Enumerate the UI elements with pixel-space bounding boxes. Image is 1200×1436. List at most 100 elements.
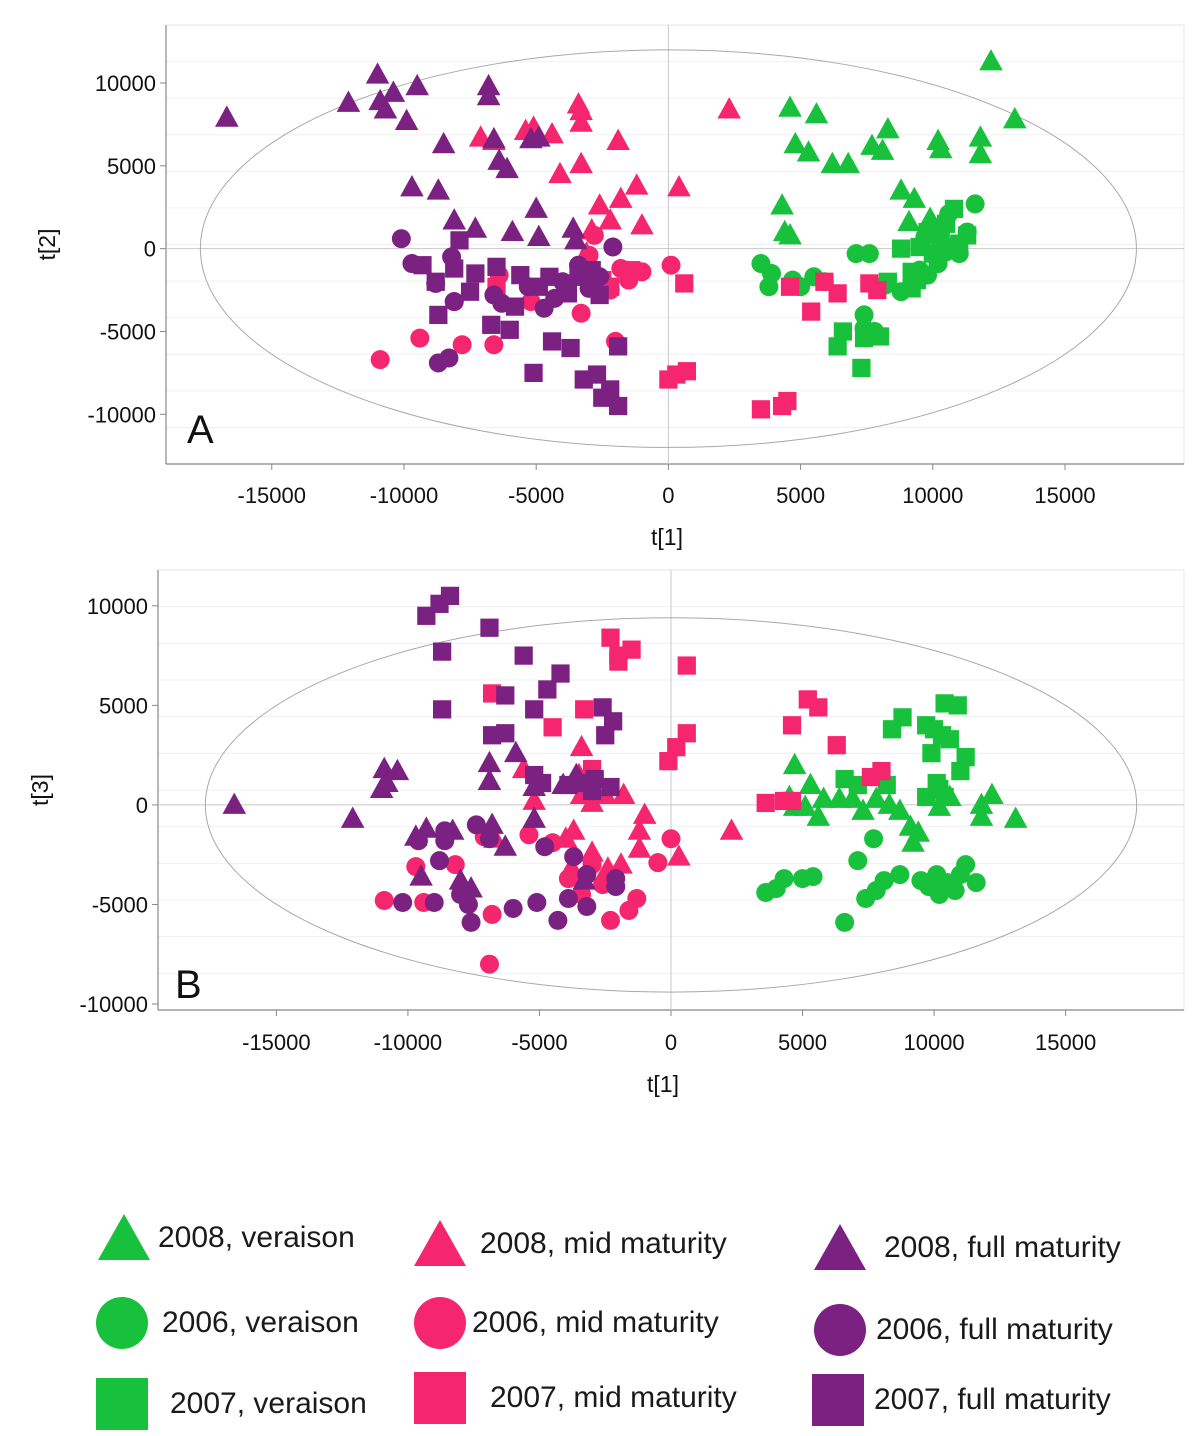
square-point: [433, 642, 452, 661]
triangle-point: [476, 83, 501, 106]
triangle-point: [811, 786, 836, 808]
triangle-point: [373, 97, 398, 119]
circle-point: [927, 865, 947, 885]
triangle-point: [580, 840, 604, 862]
series-2007-veraison: [828, 199, 977, 378]
circle-point: [558, 889, 578, 909]
triangle-point: [969, 804, 994, 826]
circle-point: [835, 912, 855, 932]
square-point: [667, 738, 686, 757]
circle-point: [461, 912, 481, 932]
legend-triangle-icon: [98, 1214, 150, 1260]
circle-point: [874, 871, 894, 891]
circle-point: [410, 328, 430, 348]
legend-square-marker: [96, 1378, 148, 1430]
triangle-point: [836, 151, 860, 174]
triangle-point: [770, 193, 794, 215]
square-point: [891, 239, 911, 258]
x-tick-label: 0: [665, 1030, 677, 1055]
circle-point: [534, 298, 554, 318]
series-2008-veraison: [777, 752, 1028, 852]
y-axis-label: t[3]: [27, 774, 53, 806]
square-point: [944, 199, 964, 219]
square-point: [778, 391, 797, 411]
square-point: [828, 337, 847, 356]
circle-point: [848, 851, 868, 871]
legend-item-2008-veraison: 2008, veraison: [96, 1210, 355, 1266]
y-tick-label: 5000: [107, 154, 156, 179]
square-point: [922, 744, 941, 763]
x-tick-label: 10000: [903, 1030, 964, 1055]
square-point: [677, 656, 696, 675]
circle-point: [435, 821, 455, 841]
legend-square-icon: [414, 1372, 466, 1424]
circle-point: [966, 873, 986, 893]
triangle-point: [968, 141, 993, 164]
square-point: [659, 752, 678, 771]
legend-label: 2008, mid maturity: [480, 1227, 727, 1260]
circle-point: [370, 350, 390, 370]
circle-point: [803, 867, 823, 887]
triangle-point: [624, 173, 649, 195]
square-point: [833, 322, 853, 341]
triangle-point: [527, 125, 551, 147]
circle-point: [945, 881, 965, 901]
square-point: [561, 338, 580, 358]
square-point: [923, 244, 942, 263]
circle-point: [558, 869, 578, 889]
square-point: [852, 358, 871, 378]
circle-point: [535, 837, 555, 857]
legend-item-2007-veraison: 2007, veraison: [94, 1376, 367, 1432]
square-point: [480, 618, 499, 637]
confidence-ellipse: [199, 49, 1137, 448]
legend-label: 2007, full maturity: [874, 1383, 1111, 1416]
series-2007-mid-maturity: [482, 628, 891, 813]
series-2006-full-maturity: [393, 815, 626, 932]
x-axis-label: t[1]: [651, 524, 683, 550]
y-tick-label: 0: [144, 237, 156, 262]
triangle-point: [864, 786, 888, 808]
triangle-point: [365, 62, 390, 84]
triangle-point: [778, 223, 802, 245]
circle-point: [627, 889, 647, 909]
square-point: [543, 718, 562, 737]
circle-point: [956, 855, 976, 875]
triangle-point: [409, 864, 433, 886]
y-tick-label: 5000: [99, 693, 148, 718]
triangle-point: [870, 138, 895, 160]
legend-circle-marker: [414, 1297, 466, 1349]
circle-point: [648, 853, 668, 873]
triangle-point: [609, 186, 633, 208]
circle-point: [606, 877, 626, 897]
legend-triangle-icon: [414, 1220, 466, 1266]
square-point: [780, 277, 800, 296]
square-point: [450, 231, 469, 250]
triangle-point: [495, 156, 519, 179]
x-tick-label: 5000: [776, 483, 825, 508]
circle-point: [439, 348, 459, 368]
legend-triangle-marker: [814, 1224, 866, 1270]
square-point: [870, 327, 890, 346]
square-point: [956, 748, 975, 767]
triangle-point: [980, 782, 1004, 804]
legend-square-icon: [812, 1374, 864, 1426]
triangle-point: [569, 151, 593, 174]
triangle-point: [782, 752, 807, 775]
square-point: [593, 388, 612, 407]
triangle-point: [336, 90, 361, 112]
triangle-point: [381, 80, 406, 102]
triangle-point: [901, 830, 925, 852]
square-point: [854, 328, 874, 348]
triangle-point: [632, 802, 657, 824]
series-2007-full-maturity: [417, 586, 623, 801]
legend-circle-marker: [96, 1297, 148, 1349]
circle-point: [584, 225, 604, 245]
triangle-point: [851, 798, 875, 820]
triangle-point: [522, 806, 546, 828]
circle-point: [854, 305, 874, 325]
circle-point: [466, 815, 486, 835]
triangle-point: [778, 95, 802, 117]
triangle-point: [627, 818, 652, 840]
circle-point: [452, 335, 472, 355]
circle-point: [374, 890, 394, 910]
